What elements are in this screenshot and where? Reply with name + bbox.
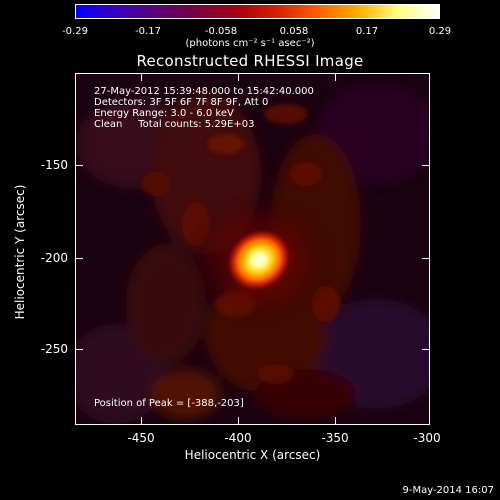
colorbar bbox=[75, 4, 440, 19]
x-tick-label: -450 bbox=[127, 431, 155, 445]
annotation-time-range: 27-May-2012 15:39:48.000 to 15:42:40.000 bbox=[94, 86, 314, 97]
rhessi-image bbox=[75, 73, 430, 425]
plot-title: Reconstructed RHESSI Image bbox=[136, 52, 364, 70]
x-tick-label: -350 bbox=[321, 431, 349, 445]
x-axis-label: Heliocentric X (arcsec) bbox=[184, 448, 321, 462]
y-tick-label: -150 bbox=[40, 158, 68, 172]
footer-date: 9-May-2014 16:07 bbox=[402, 485, 494, 496]
colorbar-tick: -0.17 bbox=[135, 26, 161, 37]
y-tick-label: -250 bbox=[40, 342, 68, 356]
y-tick-label: -200 bbox=[40, 251, 68, 265]
colorbar-units-label: (photons cm⁻² s⁻¹ asec⁻²) bbox=[185, 38, 315, 49]
colorbar-tick: -0.058 bbox=[204, 26, 238, 37]
annotation-method-counts: Clean Total counts: 5.29E+03 bbox=[94, 119, 255, 130]
colorbar-tick: 0.058 bbox=[279, 26, 309, 37]
annotation-peak-position: Position of Peak = [-388,-203] bbox=[94, 398, 244, 409]
colorbar-tick: 0.29 bbox=[428, 26, 452, 37]
flare-image-svg bbox=[76, 74, 429, 424]
x-tick-label: -300 bbox=[413, 431, 441, 445]
colorbar-tick: -0.29 bbox=[62, 26, 88, 37]
annotation-detectors: Detectors: 3F 5F 6F 7F 8F 9F, Att 0 bbox=[94, 97, 269, 108]
colorbar-tick: 0.17 bbox=[355, 26, 379, 37]
x-tick-label: -400 bbox=[224, 431, 252, 445]
annotation-energy-range: Energy Range: 3.0 - 6.0 keV bbox=[94, 108, 234, 119]
